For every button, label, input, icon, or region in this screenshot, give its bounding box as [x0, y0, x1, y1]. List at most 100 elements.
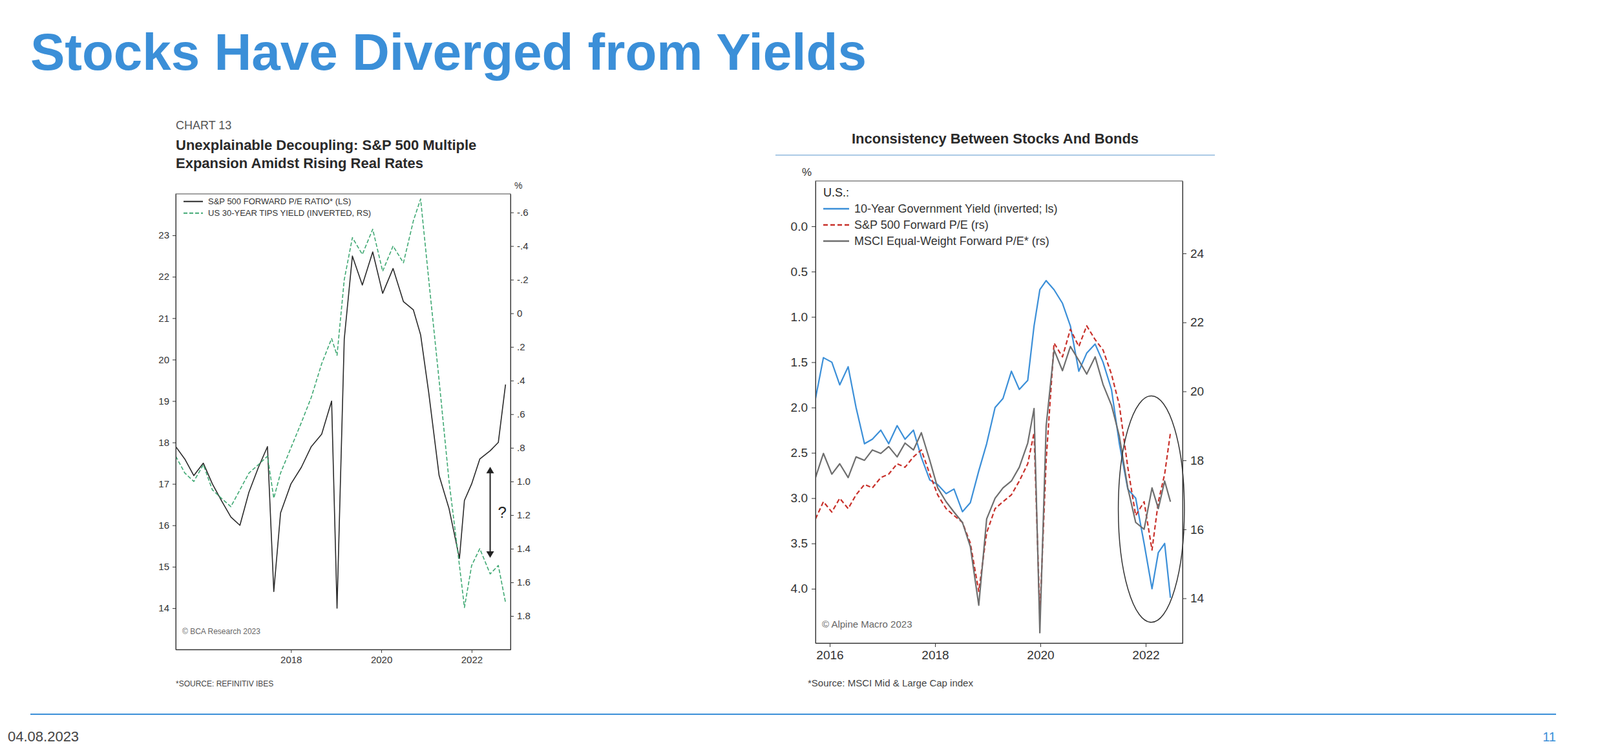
- tick: 23: [158, 229, 176, 241]
- tick-mark: [811, 498, 816, 499]
- axis-line: [816, 642, 1184, 644]
- tick-mark: [290, 649, 292, 653]
- tick: -.4: [510, 240, 529, 252]
- tick-mark: [1182, 529, 1187, 530]
- legend-item: 10-Year Government Yield (inverted; ls): [823, 202, 1058, 216]
- tick-mark: [811, 316, 816, 318]
- tick-mark: [172, 525, 176, 527]
- tick-mark: [510, 515, 514, 516]
- chart-subtitle: U.S.:: [823, 186, 850, 200]
- tick-label: -.4: [516, 240, 529, 252]
- tick: 0: [510, 307, 523, 319]
- tick-label: .4: [516, 374, 526, 386]
- tick: 24: [1182, 246, 1205, 261]
- tick: 22: [1182, 315, 1204, 329]
- title-rule: [775, 154, 1215, 156]
- tick-mark: [811, 452, 816, 454]
- tick-label: -.6: [516, 206, 529, 218]
- tick-mark: [1145, 642, 1147, 647]
- chart-title: Inconsistency Between Stocks And Bonds: [851, 130, 1139, 147]
- tick-mark: [510, 313, 514, 315]
- copyright: © Alpine Macro 2023: [821, 618, 912, 630]
- tick-label: 2020: [1026, 648, 1054, 662]
- axis-line: [175, 194, 177, 651]
- tick-label: 4.0: [790, 581, 808, 596]
- tick: 14: [158, 602, 176, 614]
- tick: 2018: [921, 642, 949, 662]
- tick: 0.0: [790, 219, 816, 234]
- tick: 1.2: [510, 509, 531, 521]
- tick-mark: [510, 414, 514, 415]
- tick: 0.5: [790, 264, 816, 279]
- tick: 2020: [1026, 642, 1054, 662]
- tick-mark: [172, 484, 176, 485]
- tick-label: 16: [158, 519, 170, 531]
- legend-label: 10-Year Government Yield (inverted; ls): [854, 202, 1058, 216]
- tick-label: 0.5: [790, 264, 808, 279]
- axis-line: [176, 649, 512, 651]
- arrow-shaft: [489, 470, 492, 554]
- tick-label: 1.5: [790, 355, 808, 369]
- tick: 19: [158, 395, 176, 407]
- tick: 1.4: [510, 542, 531, 554]
- legend-label: S&P 500 Forward P/E (rs): [854, 218, 989, 232]
- tick-label: 15: [158, 560, 170, 572]
- tick-mark: [510, 246, 514, 247]
- tick: .4: [510, 374, 526, 386]
- tick: 1.6: [510, 576, 531, 588]
- tick-label: 1.4: [516, 542, 531, 554]
- series-line: [815, 325, 1171, 616]
- tick: 1.0: [790, 310, 816, 324]
- tick-mark: [935, 642, 936, 647]
- tick-mark: [510, 380, 514, 382]
- plot-area: [175, 199, 506, 609]
- plot-frame: [175, 193, 511, 650]
- chart-label: CHART 13: [175, 118, 232, 132]
- tick: 2.0: [790, 400, 816, 415]
- tick: 2018: [280, 649, 302, 665]
- y-axis: 14151617181920212223: [158, 194, 176, 651]
- tick-label: 16: [1190, 522, 1204, 536]
- tick-label: 1.2: [516, 509, 531, 521]
- chart: CHART 13Unexplainable Decoupling: S&P 50…: [158, 118, 531, 689]
- tick-mark: [172, 566, 176, 568]
- tick: .6: [510, 408, 526, 420]
- tick-label: 18: [1190, 453, 1204, 468]
- copyright: © BCA Research 2023: [182, 626, 261, 636]
- tick-label: 2.5: [790, 445, 808, 460]
- tick-mark: [510, 582, 514, 583]
- highlight-ellipse: [1118, 395, 1185, 622]
- tick: 2.5: [790, 445, 816, 460]
- tick: 20: [158, 354, 176, 366]
- series-line: [175, 199, 506, 608]
- source-note: *SOURCE: REFINITIV IBES: [175, 679, 274, 689]
- tick: 2016: [816, 642, 844, 662]
- axis-line: [1182, 181, 1184, 644]
- tick-label: 2022: [1132, 648, 1160, 662]
- legend-swatch: [183, 212, 203, 214]
- plot-frame: [815, 180, 1183, 643]
- tick-label: .2: [516, 341, 526, 353]
- legend-label: US 30-YEAR TIPS YIELD (INVERTED, RS): [208, 208, 371, 218]
- tick: 17: [158, 478, 176, 490]
- tick-label: 19: [158, 395, 170, 407]
- legend-swatch: [183, 200, 203, 203]
- y2-axis: -.6-.4-.20.2.4.6.81.01.21.41.61.8: [510, 194, 531, 651]
- source-note: *Source: MSCI Mid & Large Cap index: [807, 677, 974, 689]
- tick: 1.0: [510, 475, 531, 487]
- tick-label: 1.8: [516, 610, 531, 622]
- chart: Inconsistency Between Stocks And Bonds 0.…: [775, 130, 1215, 689]
- tick-mark: [811, 271, 816, 273]
- tick-label: 1.0: [516, 475, 531, 487]
- tick: 3.5: [790, 536, 816, 550]
- tick: 1.5: [790, 355, 816, 369]
- tick-label: 22: [158, 270, 170, 282]
- tick: 15: [158, 560, 176, 572]
- tick-label: -.2: [516, 273, 529, 285]
- tick-label: 0.0: [790, 219, 808, 234]
- footer-rule: [30, 713, 1557, 715]
- tick-label: 3.0: [790, 491, 808, 505]
- tick-mark: [1182, 322, 1187, 324]
- tick-label: 18: [158, 436, 170, 448]
- legend-swatch: [823, 240, 850, 243]
